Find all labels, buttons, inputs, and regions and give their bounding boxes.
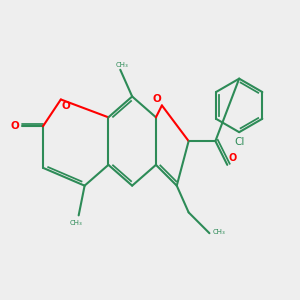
Text: Cl: Cl xyxy=(234,136,244,147)
Text: CH₃: CH₃ xyxy=(116,62,128,68)
Text: O: O xyxy=(152,94,161,104)
Text: CH₃: CH₃ xyxy=(212,229,225,235)
Text: O: O xyxy=(62,101,70,111)
Text: O: O xyxy=(11,121,19,131)
Text: CH₃: CH₃ xyxy=(69,220,82,226)
Text: O: O xyxy=(229,153,237,164)
